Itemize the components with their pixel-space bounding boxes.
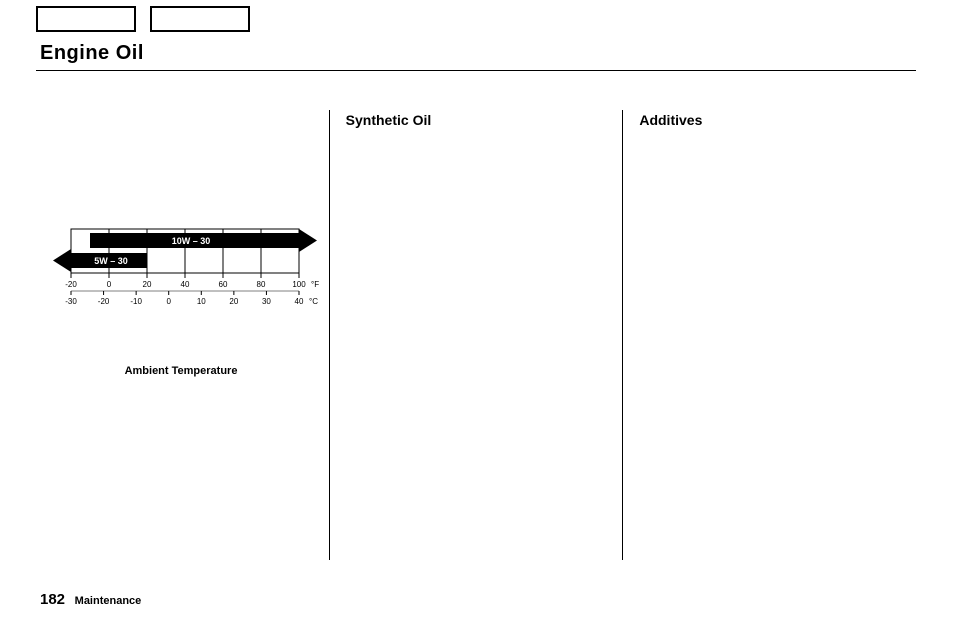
c-tick-1: -20 <box>98 297 110 306</box>
page-footer: 182 Maintenance <box>40 591 141 608</box>
c-tick-5: 20 <box>229 297 238 306</box>
page-number: 182 <box>40 591 65 608</box>
c-tick-7: 40 <box>295 297 304 306</box>
f-tick-2: 20 <box>143 280 152 289</box>
chart-caption: Ambient Temperature <box>36 365 326 377</box>
bar-5w30-label: 5W – 30 <box>94 256 128 266</box>
bar-10w30: 10W – 30 <box>90 229 317 252</box>
title-rule <box>36 70 916 71</box>
c-tick-0: -30 <box>65 297 77 306</box>
top-box-row <box>36 6 250 32</box>
top-box-1 <box>36 6 136 32</box>
f-tick-1: 0 <box>107 280 112 289</box>
page-title: Engine Oil <box>40 42 144 65</box>
footer-section: Maintenance <box>75 595 142 607</box>
column-2-heading: Synthetic Oil <box>330 110 623 128</box>
c-tick-6: 30 <box>262 297 271 306</box>
column-3: Additives <box>623 110 916 560</box>
c-unit: °C <box>309 297 318 306</box>
chart-svg: 10W – 30 5W – 30 <box>41 215 321 315</box>
page-root: Engine Oil <box>0 0 954 644</box>
top-box-2 <box>150 6 250 32</box>
f-unit: °F <box>311 280 319 289</box>
column-1: 10W – 30 5W – 30 <box>36 110 329 560</box>
scale-c: -30 -20 -10 0 10 20 30 40 °C <box>65 291 318 306</box>
column-2: Synthetic Oil <box>330 110 623 560</box>
scale-f: -20 0 20 40 60 80 100 °F <box>65 273 319 289</box>
f-tick-6: 100 <box>292 280 306 289</box>
f-tick-0: -20 <box>65 280 77 289</box>
oil-viscosity-chart: 10W – 30 5W – 30 <box>36 215 326 377</box>
f-tick-5: 80 <box>257 280 266 289</box>
c-tick-4: 10 <box>197 297 206 306</box>
f-tick-4: 60 <box>219 280 228 289</box>
bar-5w30: 5W – 30 <box>53 249 147 272</box>
c-tick-3: 0 <box>166 297 171 306</box>
columns: 10W – 30 5W – 30 <box>36 110 916 560</box>
c-tick-2: -10 <box>130 297 142 306</box>
f-tick-3: 40 <box>181 280 190 289</box>
column-3-heading: Additives <box>623 110 916 128</box>
bar-10w30-label: 10W – 30 <box>172 236 211 246</box>
